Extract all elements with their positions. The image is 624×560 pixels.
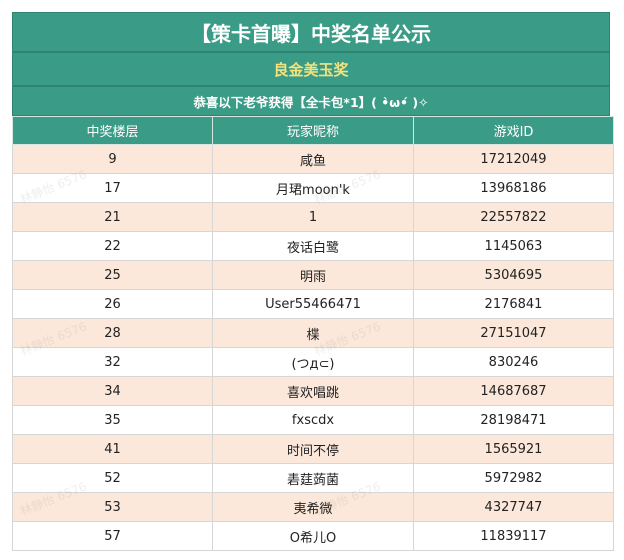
floor-cell: 41	[12, 434, 213, 464]
nickname-cell: 时间不停	[212, 434, 414, 464]
page-title: 【策卡首曝】中奖名单公示	[12, 12, 610, 52]
column-header-nickname: 玩家昵称	[212, 116, 414, 145]
table-row: 52 砉莛蒟菌 5972982	[12, 463, 614, 493]
table-row: 17 月珺moon'k 13968186	[12, 173, 614, 203]
nickname-cell: O希儿O	[212, 521, 414, 551]
game-id-cell: 27151047	[413, 318, 614, 348]
floor-cell: 21	[12, 202, 213, 232]
nickname-cell: 楪	[212, 318, 414, 348]
floor-cell: 34	[12, 376, 213, 406]
game-id-cell: 22557822	[413, 202, 614, 232]
game-id-cell: 13968186	[413, 173, 614, 203]
game-id-cell: 2176841	[413, 289, 614, 319]
nickname-cell: 明雨	[212, 260, 414, 290]
game-id-cell: 4327747	[413, 492, 614, 522]
table-row: 22 夜话白鹭 1145063	[12, 231, 614, 261]
game-id-cell: 1565921	[413, 434, 614, 464]
table-row: 41 时间不停 1565921	[12, 434, 614, 464]
table-row: 34 喜欢唱跳 14687687	[12, 376, 614, 406]
game-id-cell: 830246	[413, 347, 614, 377]
table-row: 53 夷希微 4327747	[12, 492, 614, 522]
column-header-floor: 中奖楼层	[12, 116, 213, 145]
nickname-cell: 咸鱼	[212, 144, 414, 174]
column-header-game-id: 游戏ID	[413, 116, 614, 145]
game-id-cell: 1145063	[413, 231, 614, 261]
nickname-cell: 砉莛蒟菌	[212, 463, 414, 493]
floor-cell: 25	[12, 260, 213, 290]
game-id-cell: 14687687	[413, 376, 614, 406]
game-id-cell: 5304695	[413, 260, 614, 290]
nickname-cell: 月珺moon'k	[212, 173, 414, 203]
table-row: 9 咸鱼 17212049	[12, 144, 614, 174]
table-row: 32 (つд⊂) 830246	[12, 347, 614, 377]
nickname-cell: 夜话白鹭	[212, 231, 414, 261]
floor-cell: 52	[12, 463, 213, 493]
floor-cell: 17	[12, 173, 213, 203]
prize-name: 良金美玉奖	[12, 52, 610, 86]
congrats-notice: 恭喜以下老爷获得【全卡包*1】( •̀ω•́ )✧	[12, 86, 610, 116]
floor-cell: 28	[12, 318, 213, 348]
nickname-cell: 喜欢唱跳	[212, 376, 414, 406]
winners-table: 中奖楼层 玩家昵称 游戏ID 9 咸鱼 17212049 17 月珺moon'k 1396…	[12, 116, 614, 551]
nickname-cell: 1	[212, 202, 414, 232]
nickname-cell: User55466471	[212, 289, 414, 319]
game-id-cell: 28198471	[413, 405, 614, 435]
floor-cell: 32	[12, 347, 213, 377]
table-row: 26 User55466471 2176841	[12, 289, 614, 319]
table-row: 28 楪 27151047	[12, 318, 614, 348]
winner-list-sheet: 【策卡首曝】中奖名单公示 良金美玉奖 恭喜以下老爷获得【全卡包*1】( •̀ω•…	[12, 12, 614, 551]
floor-cell: 53	[12, 492, 213, 522]
table-body: 9 咸鱼 17212049 17 月珺moon'k 13968186 21 1 22557822…	[12, 144, 614, 551]
table-row: 21 1 22557822	[12, 202, 614, 232]
floor-cell: 57	[12, 521, 213, 551]
table-row: 57 O希儿O 11839117	[12, 521, 614, 551]
game-id-cell: 5972982	[413, 463, 614, 493]
floor-cell: 35	[12, 405, 213, 435]
table-row: 35 fxscdx 28198471	[12, 405, 614, 435]
game-id-cell: 11839117	[413, 521, 614, 551]
table-header-row: 中奖楼层 玩家昵称 游戏ID	[12, 116, 614, 145]
nickname-cell: 夷希微	[212, 492, 414, 522]
floor-cell: 9	[12, 144, 213, 174]
table-row: 25 明雨 5304695	[12, 260, 614, 290]
floor-cell: 22	[12, 231, 213, 261]
floor-cell: 26	[12, 289, 213, 319]
nickname-cell: fxscdx	[212, 405, 414, 435]
nickname-cell: (つд⊂)	[212, 347, 414, 377]
game-id-cell: 17212049	[413, 144, 614, 174]
